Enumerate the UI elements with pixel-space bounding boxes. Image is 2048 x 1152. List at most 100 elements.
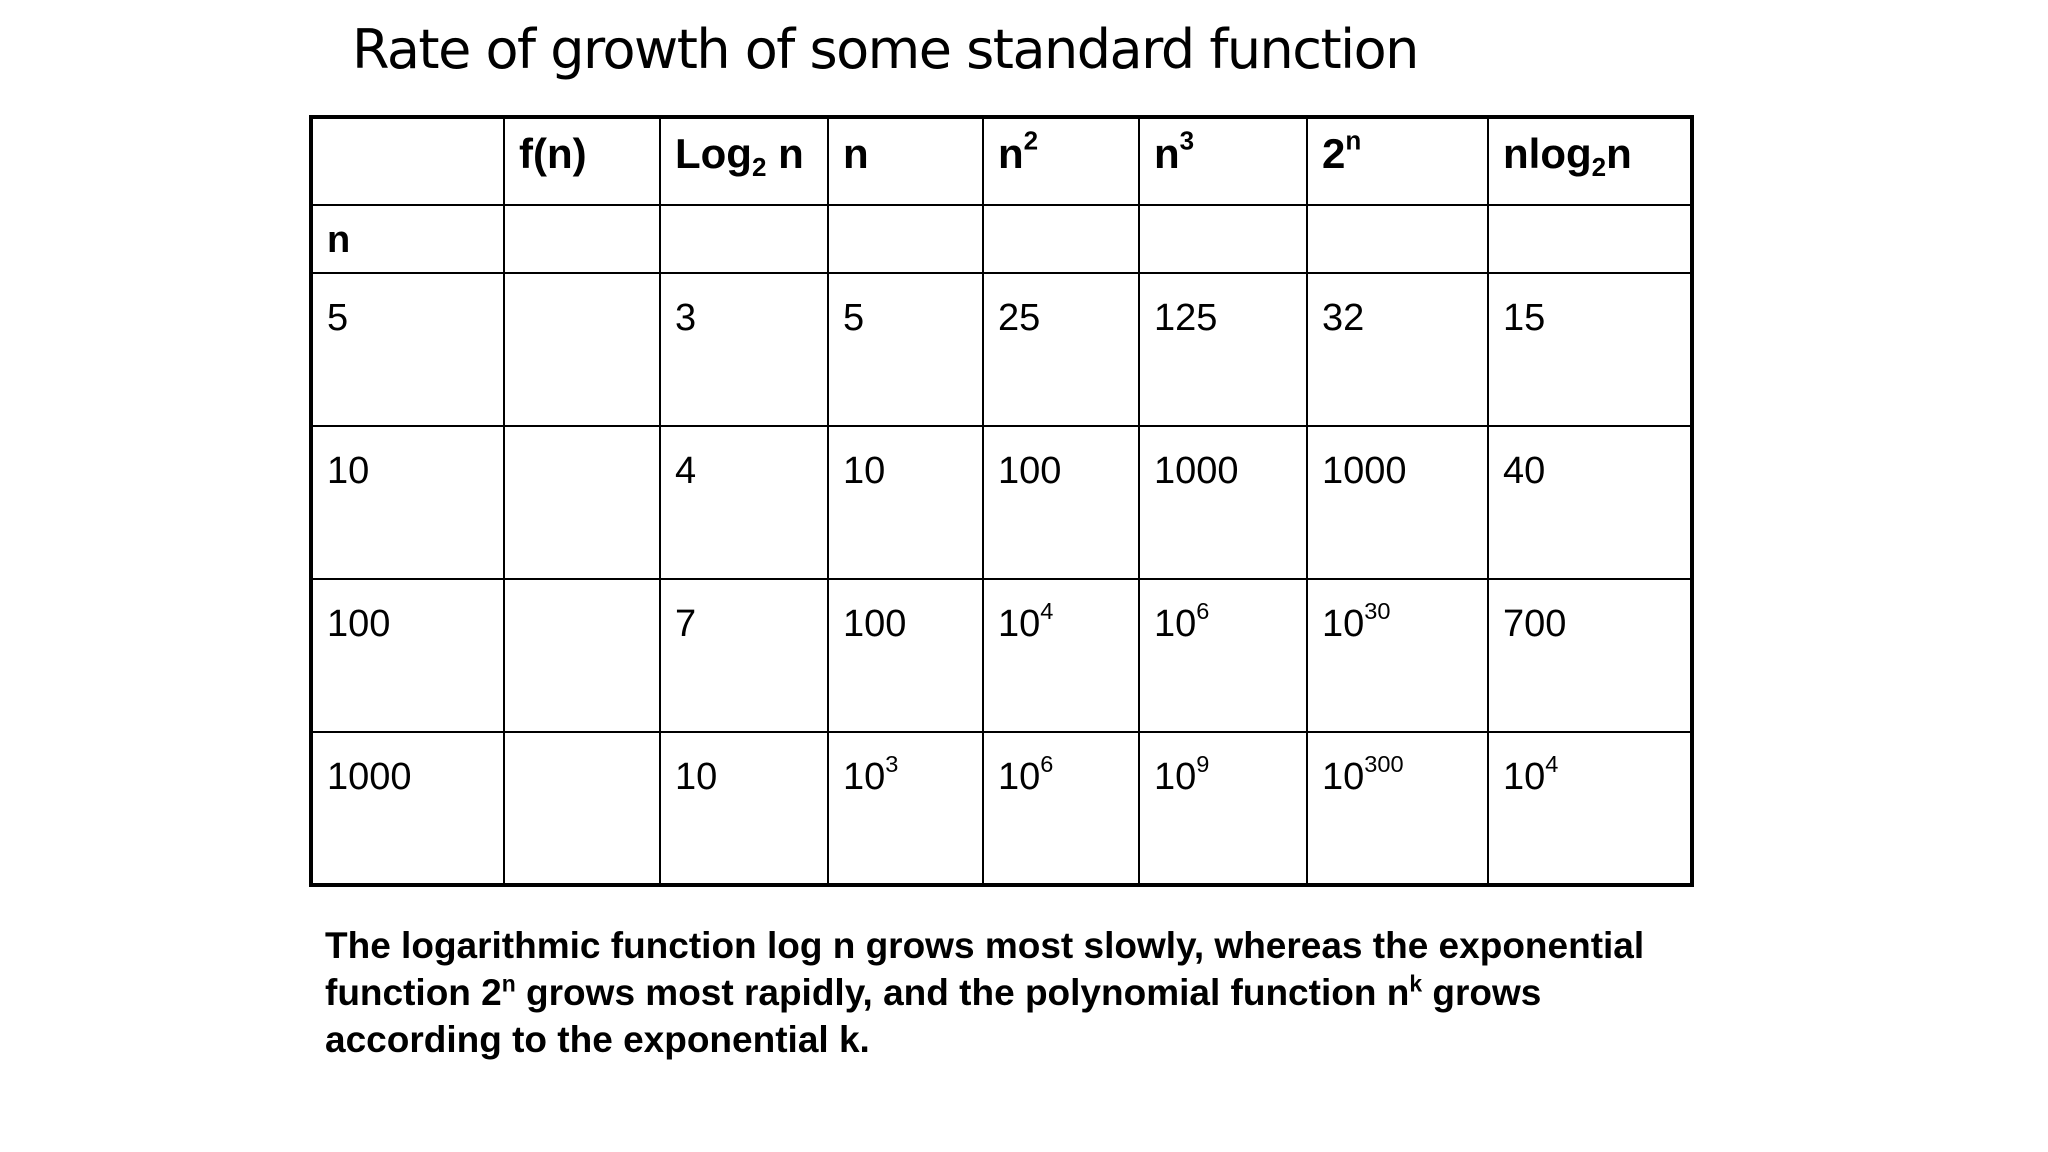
table-cell: 5 <box>827 271 984 427</box>
header-text: Log <box>675 130 752 177</box>
growth-rate-table: f(n) Log2 n n n2 n3 2n nlog2n n 5 3 5 25 125 32 15 10 4 1… <box>309 115 1694 887</box>
table-cell: 104 <box>982 577 1140 733</box>
table-cell: 106 <box>982 730 1140 886</box>
subheader-cell <box>982 204 1140 274</box>
cell-value: 7 <box>675 602 697 645</box>
table-cell: 125 <box>1138 271 1308 427</box>
cell-value: 100 <box>327 602 391 645</box>
cell-value: 100 <box>998 449 1062 492</box>
table-cell: 104 <box>1487 730 1693 886</box>
subheader-cell <box>659 204 829 274</box>
header-subscript: 2 <box>751 151 767 182</box>
table-cell: 10 <box>827 424 984 580</box>
table-cell: 1000 <box>310 730 505 886</box>
header-text: n <box>843 130 869 177</box>
table-cell: 10300 <box>1306 730 1489 886</box>
cell-value: 40 <box>1503 449 1546 492</box>
header-text-tail: n <box>1606 130 1632 177</box>
cell-value: 10 <box>843 449 886 492</box>
table-cell: 1030 <box>1306 577 1489 733</box>
subheader-cell <box>503 204 661 274</box>
table-cell: 100 <box>827 577 984 733</box>
table-cell: 1000 <box>1138 424 1308 580</box>
cell-value: 100 <box>843 602 907 645</box>
header-cell: f(n) <box>503 116 661 206</box>
cell-value: 125 <box>1154 296 1218 339</box>
table-cell: 103 <box>827 730 984 886</box>
table-body: f(n) Log2 n n n2 n3 2n nlog2n n 5 3 5 25 125 32 15 10 4 1… <box>310 116 1693 886</box>
header-text: n <box>998 130 1024 177</box>
subheader-cell <box>827 204 984 274</box>
header-text: 2 <box>1322 130 1346 177</box>
cell-value: 10 <box>1503 755 1546 798</box>
table-row: 100 7 100 104 106 1030 700 <box>310 577 1693 733</box>
table-cell: 100 <box>982 424 1140 580</box>
cell-value: 15 <box>1503 296 1546 339</box>
cell-value: 10 <box>1154 602 1197 645</box>
table-header-row: f(n) Log2 n n n2 n3 2n nlog2n <box>310 116 1693 206</box>
table-cell: 7 <box>659 577 829 733</box>
footnote-part-1: The logarithmic function log n grows mos… <box>325 925 1645 1013</box>
footnote-superscript-k: k <box>1409 970 1423 997</box>
footnote-part-3: grows according to the exponential k. <box>325 972 1542 1060</box>
table-cell: 10 <box>659 730 829 886</box>
cell-exponent: 300 <box>1364 750 1404 777</box>
table-cell: 1000 <box>1306 424 1489 580</box>
footnote-superscript-n: n <box>501 970 516 997</box>
table-cell <box>503 424 661 580</box>
cell-value: 4 <box>675 449 697 492</box>
cell-value: 700 <box>1503 602 1567 645</box>
header-superscript: 3 <box>1179 125 1195 156</box>
header-cell: n3 <box>1138 116 1308 206</box>
cell-value: 10 <box>1322 755 1365 798</box>
table-subheader-row: n <box>310 204 1693 274</box>
subheader-cell <box>1306 204 1489 274</box>
table-row: 5 3 5 25 125 32 15 <box>310 271 1693 427</box>
header-cell <box>310 116 505 206</box>
table-cell: 10 <box>310 424 505 580</box>
table-row: 1000 10 103 106 109 10300 104 <box>310 730 1693 886</box>
cell-exponent: 6 <box>1040 750 1054 777</box>
header-text: f(n) <box>519 130 587 177</box>
table-row: 10 4 10 100 1000 1000 40 <box>310 424 1693 580</box>
header-cell: Log2 n <box>659 116 829 206</box>
header-superscript: n <box>1345 125 1362 156</box>
subheader-cell: n <box>310 204 505 274</box>
table-cell: 25 <box>982 271 1140 427</box>
cell-value: 10 <box>843 755 886 798</box>
table-cell: 3 <box>659 271 829 427</box>
cell-value: 32 <box>1322 296 1365 339</box>
cell-exponent: 30 <box>1364 597 1391 624</box>
header-text: n <box>1154 130 1180 177</box>
table-cell: 32 <box>1306 271 1489 427</box>
cell-value: 10 <box>675 755 718 798</box>
footnote-text: The logarithmic function log n grows mos… <box>325 922 1725 1063</box>
table-cell: 109 <box>1138 730 1308 886</box>
header-subscript: 2 <box>1591 151 1607 182</box>
table-cell: 100 <box>310 577 505 733</box>
header-cell: n2 <box>982 116 1140 206</box>
header-text: nlog <box>1503 130 1592 177</box>
header-cell: n <box>827 116 984 206</box>
header-cell: 2n <box>1306 116 1489 206</box>
cell-exponent: 4 <box>1040 597 1054 624</box>
header-superscript: 2 <box>1023 125 1039 156</box>
subheader-cell <box>1138 204 1308 274</box>
cell-value: 10 <box>327 449 370 492</box>
cell-value: 10 <box>998 602 1041 645</box>
cell-value: 5 <box>843 296 865 339</box>
footnote-part-2: grows most rapidly, and the polynomial f… <box>515 972 1410 1013</box>
table-cell <box>503 730 661 886</box>
cell-value: 3 <box>675 296 697 339</box>
cell-exponent: 6 <box>1196 597 1210 624</box>
subheader-cell <box>1487 204 1693 274</box>
cell-value: 10 <box>998 755 1041 798</box>
table-cell: 106 <box>1138 577 1308 733</box>
table-cell: 4 <box>659 424 829 580</box>
cell-value: 1000 <box>327 755 412 798</box>
header-text-tail: n <box>766 130 804 177</box>
slide-title: Rate of growth of some standard function <box>352 18 1419 81</box>
table-cell: 5 <box>310 271 505 427</box>
table-cell: 15 <box>1487 271 1693 427</box>
header-cell: nlog2n <box>1487 116 1693 206</box>
